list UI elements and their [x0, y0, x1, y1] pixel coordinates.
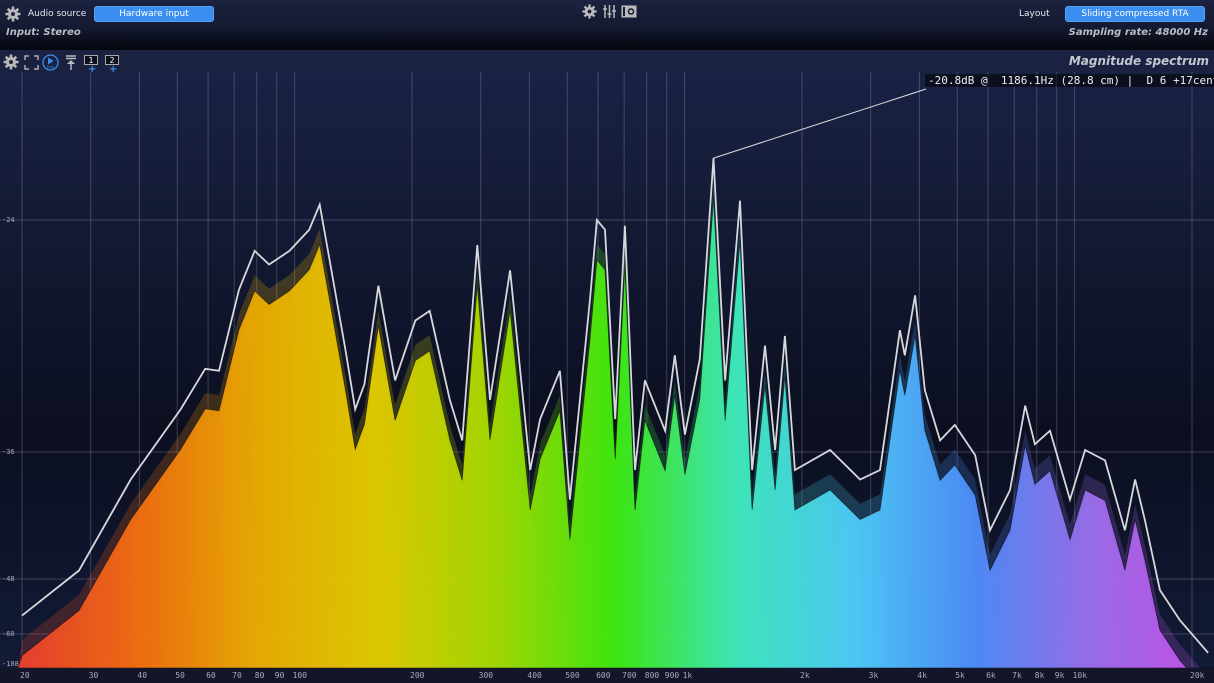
fullscreen-icon[interactable] — [24, 55, 39, 70]
audio-source-dropdown[interactable]: Hardware input — [94, 6, 214, 22]
x-tick-label: 3k — [868, 671, 879, 680]
layout-label: Layout — [1019, 9, 1050, 19]
x-tick-label: 900 — [664, 671, 680, 680]
x-tick-label: 500 — [565, 671, 580, 680]
mixer-sliders-icon[interactable] — [602, 4, 617, 19]
sampling-rate: Sampling rate: 48000 Hz — [1068, 27, 1208, 38]
camera-icon[interactable] — [621, 5, 637, 18]
x-tick-label: 20k — [1190, 671, 1205, 680]
gear-icon[interactable] — [582, 4, 597, 19]
x-tick-label: 4k — [917, 671, 928, 680]
svg-text:live: live — [47, 65, 55, 70]
y-tick-label: -108 — [2, 660, 19, 668]
y-tick-label: -60 — [2, 629, 15, 638]
x-tick-label: 300 — [478, 671, 494, 680]
y-tick-label: -36 — [2, 447, 15, 456]
x-tick-label: 90 — [274, 671, 285, 680]
x-tick-label: 5k — [955, 671, 965, 680]
x-tick-label: 200 — [410, 671, 425, 680]
live-play-icon[interactable]: live — [42, 54, 59, 71]
spectrum-peak-line — [21, 158, 1209, 654]
x-tick-label: 20 — [20, 671, 30, 680]
x-tick-label: 800 — [644, 671, 660, 680]
x-tick-label: 400 — [527, 671, 542, 680]
x-tick-label: 60 — [206, 671, 216, 680]
spectrum-plot[interactable] — [0, 72, 1214, 683]
x-tick-label: 7k — [1012, 671, 1022, 680]
x-tick-label: 30 — [88, 671, 99, 680]
gear-icon[interactable] — [3, 54, 19, 70]
add-channel-1-icon[interactable]: + — [88, 64, 97, 75]
cursor-leader-line — [713, 88, 927, 159]
gear-icon[interactable] — [5, 6, 21, 22]
x-tick-label: 8k — [1034, 671, 1045, 680]
y-tick-label: -24 — [2, 216, 15, 224]
channel-2-button[interactable]: 2 — [105, 55, 119, 65]
add-channel-2-icon[interactable]: + — [109, 64, 118, 75]
x-tick-label: 100 — [292, 671, 308, 680]
x-tick-label: 6k — [986, 671, 996, 680]
cursor-readout: -20.8dB @ 1186.1Hz (28.8 cm) | D 6 +17ce… — [925, 74, 1214, 87]
x-tick-label: 9k — [1054, 671, 1065, 680]
x-tick-label: 40 — [137, 671, 148, 680]
x-tick-label: 80 — [254, 671, 265, 680]
x-tick-label: 10k — [1072, 671, 1088, 680]
x-tick-label: 2k — [800, 671, 810, 680]
x-tick-label: 1k — [682, 671, 693, 680]
x-tick-label: 700 — [622, 671, 637, 680]
spectrum-chart — [0, 72, 1214, 683]
audio-source-label: Audio source — [28, 9, 87, 19]
x-tick-label: 600 — [596, 671, 611, 680]
frequency-axis — [0, 668, 1214, 683]
x-tick-label: 70 — [232, 671, 242, 680]
input-status: Input: Stereo — [6, 27, 81, 38]
y-tick-label: -48 — [2, 574, 15, 583]
layout-dropdown[interactable]: Sliding compressed RTA — [1065, 6, 1205, 22]
spectrum-fill — [17, 198, 1214, 683]
x-tick-label: 50 — [175, 671, 185, 680]
plot-toolbar — [0, 50, 1214, 72]
pin-top-icon[interactable] — [65, 55, 77, 71]
top-bar: Audio source Hardware input Input: Stere… — [0, 0, 1214, 50]
channel-1-button[interactable]: 1 — [84, 55, 98, 65]
plot-title: Magnitude spectrum — [1068, 54, 1209, 68]
